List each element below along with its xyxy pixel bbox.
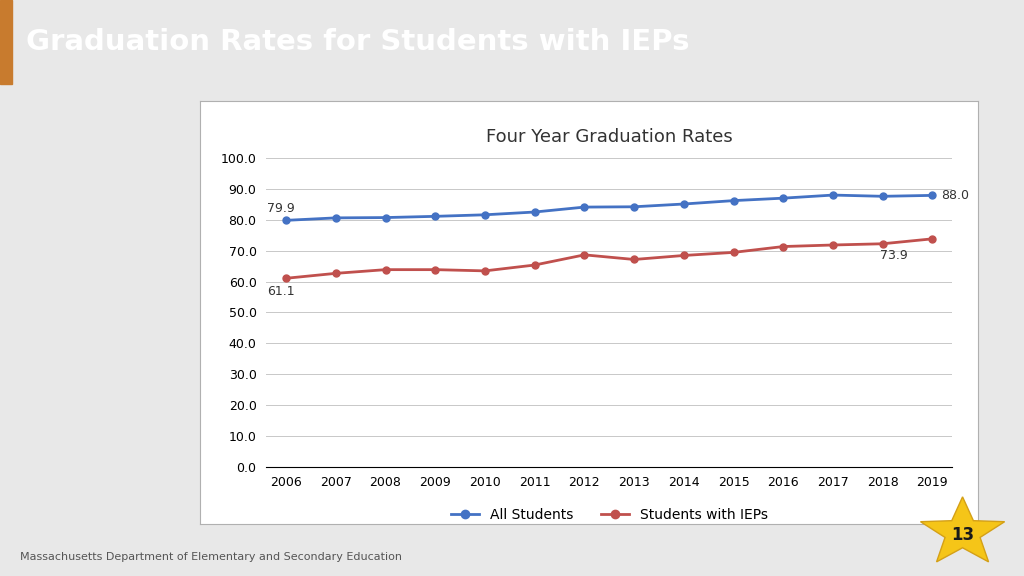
Bar: [0, 0, 12, 84]
Text: 73.9: 73.9: [880, 249, 907, 262]
Text: 88.0: 88.0: [941, 189, 969, 202]
Title: Four Year Graduation Rates: Four Year Graduation Rates: [486, 128, 732, 146]
Text: 13: 13: [951, 526, 974, 544]
Legend: All Students, Students with IEPs: All Students, Students with IEPs: [445, 502, 773, 528]
Text: Massachusetts Department of Elementary and Secondary Education: Massachusetts Department of Elementary a…: [20, 552, 402, 562]
Text: Graduation Rates for Students with IEPs: Graduation Rates for Students with IEPs: [26, 28, 689, 56]
Text: 79.9: 79.9: [266, 202, 295, 215]
Text: 61.1: 61.1: [267, 285, 294, 298]
Polygon shape: [921, 497, 1005, 562]
